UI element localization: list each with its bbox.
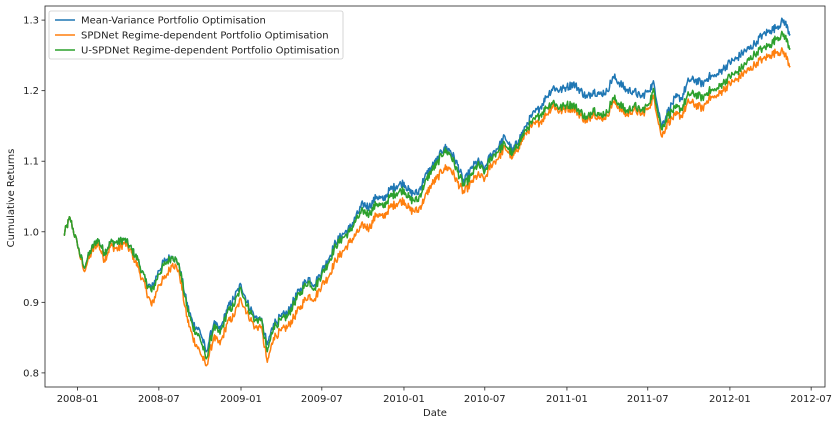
plot-frame <box>44 5 826 388</box>
y-axis: 0.8 0.9 1.0 1.1 1.2 1.3 <box>23 16 45 379</box>
x-tick-label: 2008-07 <box>138 394 180 405</box>
legend-label-1: Mean-Variance Portfolio Optimisation <box>81 16 266 27</box>
series-lines <box>63 17 791 367</box>
x-tick-label: 2012-01 <box>709 394 751 405</box>
x-tick-label: 2012-07 <box>790 394 832 405</box>
x-tick-label: 2010-01 <box>383 394 425 405</box>
x-tick-label: 2009-07 <box>301 394 343 405</box>
y-tick-label: 0.8 <box>23 368 39 379</box>
y-tick-label: 1.3 <box>23 16 39 27</box>
x-tick-label: 2011-07 <box>627 394 669 405</box>
series-line-2 <box>63 47 791 367</box>
y-tick-label: 1.0 <box>23 227 39 238</box>
x-axis: 2008-01 2008-07 2009-01 2009-07 2010-01 2010-… <box>57 387 832 405</box>
legend-label-2: SPDNet Regime-dependent Portfolio Optimi… <box>81 31 329 42</box>
y-tick-label: 1.1 <box>23 157 39 168</box>
legend: Mean-Variance Portfolio Optimisation SPDN… <box>48 10 344 60</box>
y-axis-label: Cumulative Returns <box>6 149 17 248</box>
legend-box <box>48 10 344 60</box>
y-tick-label: 0.9 <box>23 298 39 309</box>
legend-label-3: U-SPDNet Regime-dependent Portfolio Opti… <box>81 46 340 57</box>
x-tick-label: 2009-01 <box>220 394 262 405</box>
y-tick-label: 1.2 <box>23 86 39 97</box>
x-tick-label: 2008-01 <box>57 394 99 405</box>
x-tick-label: 2010-07 <box>464 394 506 405</box>
series-line-3 <box>63 30 791 360</box>
x-axis-label: Date <box>423 408 447 419</box>
x-tick-label: 2011-01 <box>546 394 588 405</box>
